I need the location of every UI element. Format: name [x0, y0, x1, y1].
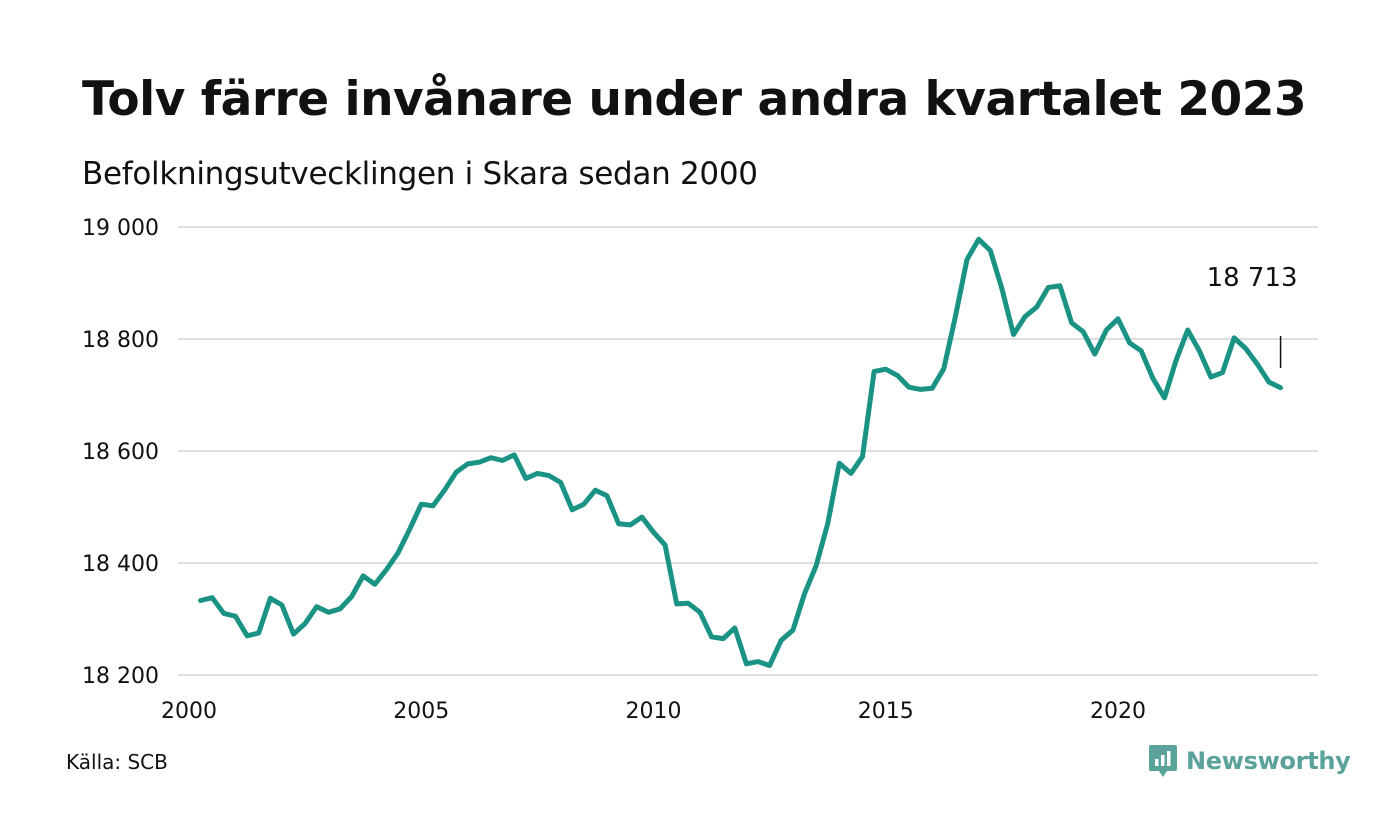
source-note: Källa: SCB: [66, 750, 168, 774]
y-tick-label: 18 400: [82, 552, 159, 577]
annotation-label: 18 713: [1207, 263, 1298, 293]
y-tick-label: 18 800: [82, 328, 159, 353]
series-group: [198, 236, 1284, 668]
y-tick-label: 19 000: [82, 216, 159, 241]
brand-logo: Newsworthy: [1148, 744, 1351, 778]
y-tick-label: 18 200: [82, 664, 159, 689]
annotation-group: 18 713: [1207, 263, 1298, 368]
series-line: [198, 236, 1284, 668]
x-tick-label: 2005: [393, 699, 449, 724]
y-axis-tick-labels: 18 200 18 400 18 600 18 800 19 000: [82, 216, 159, 689]
x-tick-label: 2015: [858, 699, 914, 724]
x-tick-label: 2020: [1090, 699, 1146, 724]
x-tick-label: 2000: [161, 699, 217, 724]
chart-subtitle: Befolkningsutvecklingen i Skara sedan 20…: [82, 156, 758, 192]
chart-title: Tolv färre invånare under andra kvartale…: [82, 72, 1307, 127]
x-axis-tick-labels: 2000 2005 2010 2015 2020: [161, 699, 1146, 724]
x-tick-label: 2010: [626, 699, 682, 724]
newsworthy-logo-icon: [1149, 745, 1177, 777]
brand-name: Newsworthy: [1186, 747, 1351, 775]
y-tick-label: 18 600: [82, 440, 159, 465]
gridlines: [178, 226, 1318, 676]
